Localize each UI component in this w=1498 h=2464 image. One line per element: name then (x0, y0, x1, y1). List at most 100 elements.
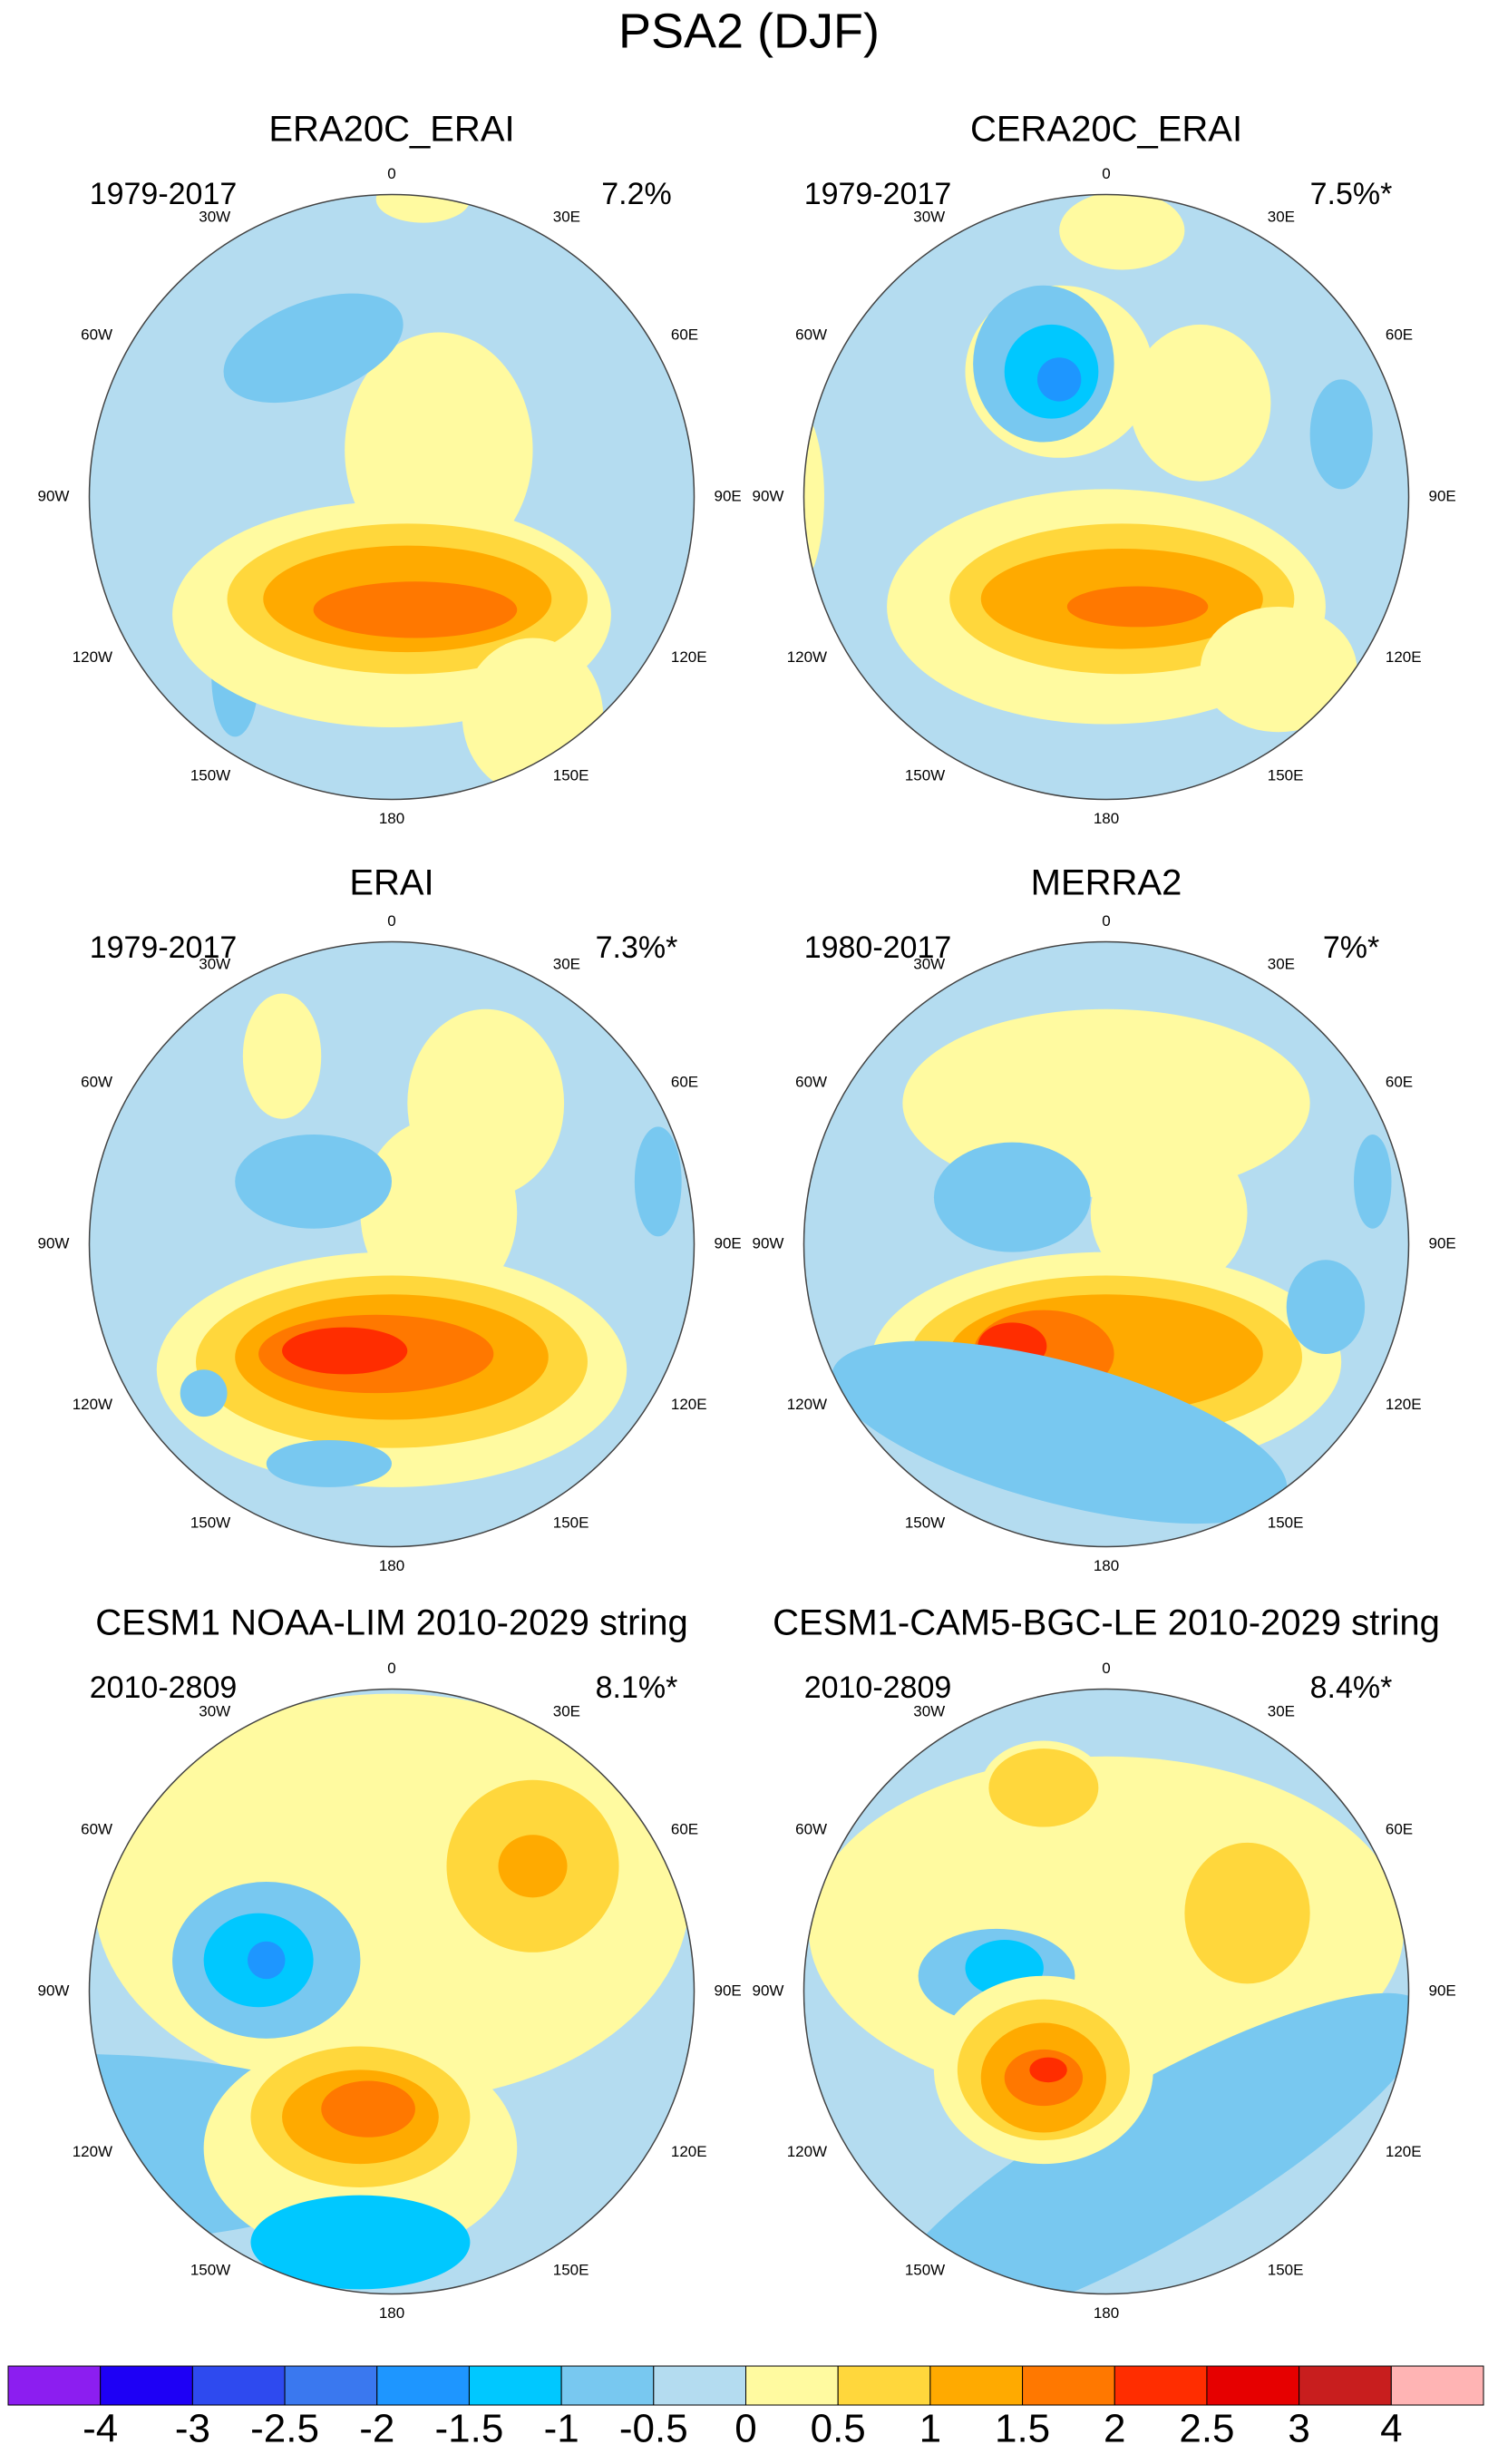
longitude-label: 30W (199, 956, 230, 973)
contour-region (634, 1126, 682, 1237)
colorbar-label: -3 (175, 2407, 210, 2451)
contour-region (282, 1327, 408, 1375)
panel-period: 1980-2017 (804, 930, 952, 965)
longitude-label: 120E (1386, 1396, 1422, 1413)
map-panel (803, 194, 1409, 800)
longitude-label: 30E (1268, 956, 1295, 973)
longitude-label: 180 (379, 810, 404, 827)
longitude-label: 60E (1386, 1821, 1413, 1838)
contour-region (375, 194, 471, 223)
longitude-label: 120E (671, 1396, 707, 1413)
panel-title: MERRA2 (1031, 863, 1182, 903)
colorbar-box (1390, 2365, 1484, 2406)
map-border (802, 193, 1410, 801)
longitude-label: 150E (553, 2261, 589, 2278)
panel-title: ERA20C_ERAI (268, 110, 514, 150)
contour-region (879, 1992, 1409, 2294)
contour-region (803, 403, 824, 591)
contour-region (1066, 586, 1209, 628)
longitude-label: 180 (379, 1557, 404, 1574)
colorbar-label: -2.5 (250, 2407, 319, 2451)
longitude-label: 60W (795, 326, 827, 344)
contour-region (313, 581, 518, 638)
longitude-label: 30W (199, 209, 230, 226)
colorbar-box (653, 2365, 746, 2406)
map-panel (89, 194, 695, 800)
longitude-label: 90W (38, 1982, 70, 1999)
contour-region (248, 1941, 286, 1980)
map-panel (89, 1689, 695, 2294)
panel-variance: 7%* (1323, 930, 1379, 965)
colorbar-box (1206, 2365, 1300, 2406)
colorbar-label: 0 (734, 2407, 756, 2451)
colorbar-box (284, 2365, 378, 2406)
contour-region (498, 1835, 568, 1898)
map-border (88, 1688, 696, 2295)
longitude-label: 150E (1268, 1514, 1304, 1531)
longitude-label: 120W (787, 648, 827, 666)
contour-region (235, 1135, 392, 1229)
panel-title: CESM1 NOAA-LIM 2010-2029 string (95, 1603, 688, 1643)
longitude-label: 150W (905, 1514, 945, 1531)
longitude-label: 60E (671, 326, 698, 344)
longitude-label: 90E (715, 1234, 742, 1251)
contour-region (250, 2195, 471, 2290)
longitude-label: 60W (81, 1821, 112, 1838)
longitude-label: 150E (553, 1514, 589, 1531)
colorbar-box (745, 2365, 839, 2406)
colorbar-label: 2.5 (1179, 2407, 1234, 2451)
colorbar-label: 1.5 (995, 2407, 1050, 2451)
colorbar-label: -2 (359, 2407, 394, 2451)
longitude-label: 30W (913, 956, 945, 973)
longitude-label: 30E (553, 956, 580, 973)
colorbar-label: 3 (1288, 2407, 1309, 2451)
panel-variance: 7.3%* (596, 930, 678, 965)
longitude-label: 90W (753, 487, 784, 504)
longitude-label: 150W (190, 766, 230, 784)
longitude-label: 0 (1102, 912, 1110, 930)
colorbar-label: 4 (1380, 2407, 1402, 2451)
contour-region (1059, 194, 1185, 270)
longitude-label: 30E (553, 1703, 580, 1720)
longitude-label: 150W (905, 766, 945, 784)
longitude-label: 90W (753, 1234, 784, 1251)
colorbar-box (560, 2365, 655, 2406)
longitude-label: 120E (1386, 2143, 1422, 2160)
panel-period: 2010-2809 (804, 1670, 952, 1705)
longitude-label: 90E (715, 1982, 742, 1999)
panel-variance: 8.1%* (596, 1670, 678, 1705)
longitude-label: 90W (753, 1982, 784, 1999)
map-panel (89, 941, 695, 1547)
map-border (88, 193, 696, 801)
longitude-label: 150W (905, 2261, 945, 2278)
longitude-label: 90E (1429, 1982, 1456, 1999)
map-panel (803, 1689, 1409, 2294)
colorbar-box (100, 2365, 193, 2406)
colorbar-label: -1.5 (435, 2407, 504, 2451)
panel-period: 1979-2017 (804, 177, 952, 211)
colorbar-box (1022, 2365, 1115, 2406)
map-border (802, 1688, 1410, 2295)
longitude-label: 30W (199, 1703, 230, 1720)
colorbar-label: 1 (919, 2407, 941, 2451)
longitude-label: 0 (387, 1660, 395, 1677)
contour-region (180, 1369, 228, 1417)
contour-region (988, 1748, 1099, 1827)
contour-region (1129, 324, 1271, 482)
longitude-label: 0 (387, 165, 395, 182)
panel-variance: 7.5%* (1310, 177, 1393, 211)
contour-region (1309, 379, 1373, 490)
longitude-label: 60E (1386, 1074, 1413, 1091)
map-panel (803, 941, 1409, 1547)
longitude-label: 120W (787, 1396, 827, 1413)
panel-period: 1979-2017 (90, 930, 238, 965)
longitude-label: 150W (190, 1514, 230, 1531)
longitude-label: 60E (671, 1821, 698, 1838)
longitude-label: 30E (553, 209, 580, 226)
longitude-label: 120W (73, 1396, 112, 1413)
contour-region (1200, 606, 1357, 733)
panel-title: CERA20C_ERAI (970, 110, 1242, 150)
contour-region (1036, 357, 1082, 402)
longitude-label: 120W (787, 2143, 827, 2160)
